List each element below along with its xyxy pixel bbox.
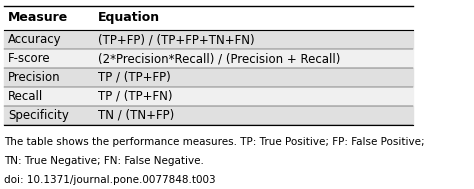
Text: TN: True Negative; FN: False Negative.: TN: True Negative; FN: False Negative. <box>4 156 204 166</box>
Text: Equation: Equation <box>98 12 160 24</box>
Text: TP / (TP+FP): TP / (TP+FP) <box>98 71 171 84</box>
Text: (2*Precision*Recall) / (Precision + Recall): (2*Precision*Recall) / (Precision + Reca… <box>98 52 341 65</box>
Text: Measure: Measure <box>9 12 69 24</box>
Text: TP / (TP+FN): TP / (TP+FN) <box>98 90 173 103</box>
Text: TN / (TN+FP): TN / (TN+FP) <box>98 109 174 122</box>
Text: Precision: Precision <box>9 71 61 84</box>
Text: doi: 10.1371/journal.pone.0077848.t003: doi: 10.1371/journal.pone.0077848.t003 <box>4 175 216 185</box>
Text: Recall: Recall <box>9 90 44 103</box>
Text: F-score: F-score <box>9 52 51 65</box>
Text: Accuracy: Accuracy <box>9 33 62 46</box>
Text: (TP+FP) / (TP+FP+TN+FN): (TP+FP) / (TP+FP+TN+FN) <box>98 33 255 46</box>
Text: The table shows the performance measures. TP: True Positive; FP: False Positive;: The table shows the performance measures… <box>4 137 425 147</box>
Text: Specificity: Specificity <box>9 109 69 122</box>
